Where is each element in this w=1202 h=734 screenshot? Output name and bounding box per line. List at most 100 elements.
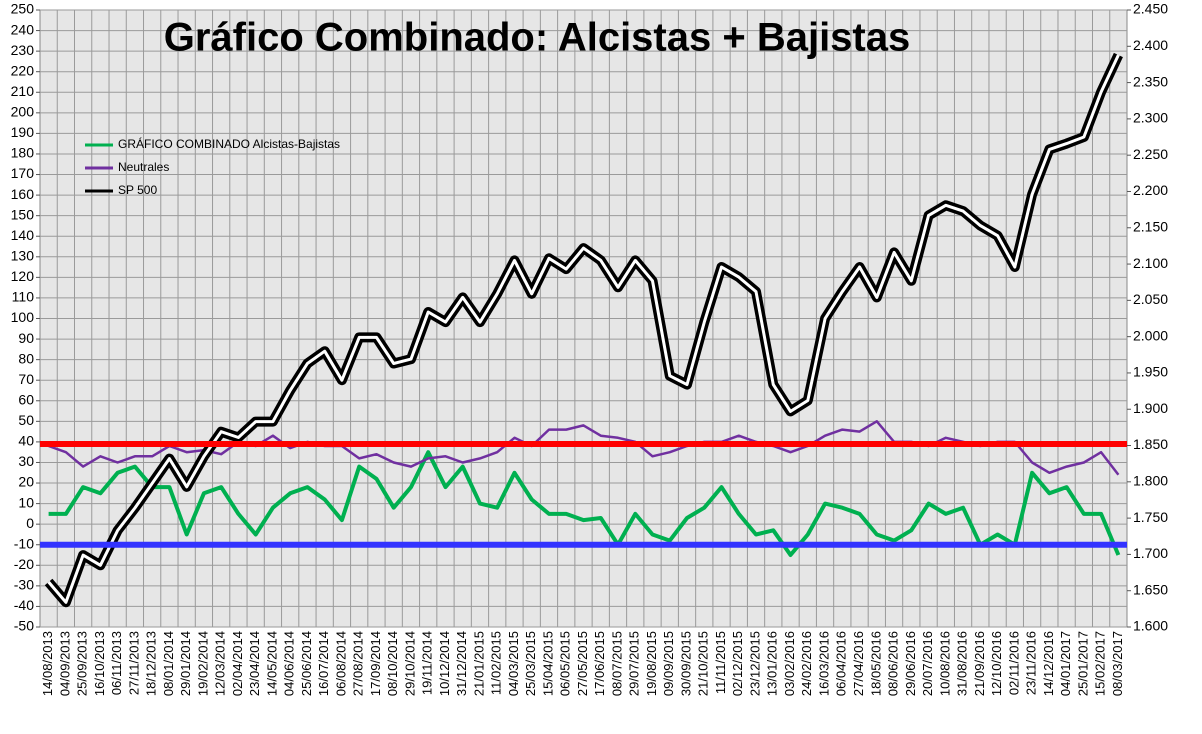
- x-tick-label: 14/05/2014: [264, 631, 279, 696]
- y2-tick-label: 2.250: [1133, 146, 1168, 162]
- x-tick-label: 31/12/2014: [454, 631, 469, 696]
- y-tick-label: 150: [11, 206, 35, 222]
- x-tick-label: 04/01/2017: [1058, 631, 1073, 696]
- y-tick-label: 70: [18, 371, 34, 387]
- y2-tick-label: 1.600: [1133, 618, 1168, 634]
- x-tick-label: 31/08/2016: [955, 631, 970, 696]
- y2-tick-label: 2.050: [1133, 291, 1168, 307]
- y2-tick-label: 1.900: [1133, 400, 1168, 416]
- y-tick-label: 0: [26, 515, 34, 531]
- y-tick-label: -20: [14, 556, 34, 572]
- x-tick-label: 11/11/2015: [713, 631, 728, 694]
- y2-tick-label: 1.800: [1133, 473, 1168, 489]
- x-tick-label: 30/09/2015: [678, 631, 693, 696]
- x-tick-label: 27/11/2013: [126, 631, 141, 695]
- y2-tick-label: 2.300: [1133, 110, 1168, 126]
- x-tick-label: 29/06/2016: [903, 631, 918, 696]
- y2-tick-label: 2.000: [1133, 327, 1168, 343]
- y2-tick-label: 1.850: [1133, 436, 1168, 452]
- x-tick-label: 08/07/2015: [609, 631, 624, 696]
- y-tick-label: 140: [11, 227, 35, 243]
- y-tick-label: -30: [14, 577, 34, 593]
- x-tick-label: 19/11/2014: [420, 631, 435, 695]
- y-tick-label: 220: [11, 62, 35, 78]
- y-tick-label: 80: [18, 350, 34, 366]
- x-tick-label: 13/01/2016: [765, 631, 780, 696]
- x-tick-label: 03/02/2016: [782, 631, 797, 696]
- x-tick-label: 10/12/2014: [437, 631, 452, 696]
- y2-tick-label: 2.400: [1133, 37, 1168, 53]
- x-tick-label: 04/09/2013: [57, 631, 72, 696]
- x-tick-label: 27/05/2015: [575, 631, 590, 696]
- y-tick-label: 210: [11, 83, 35, 99]
- x-tick-label: 29/10/2014: [402, 631, 417, 696]
- y-tick-label: 190: [11, 124, 35, 140]
- x-tick-label: 04/06/2014: [282, 631, 297, 696]
- x-tick-label: 12/03/2014: [213, 631, 228, 696]
- y-tick-label: 130: [11, 248, 35, 264]
- x-tick-label: 17/06/2015: [592, 631, 607, 696]
- x-tick-label: 21/01/2015: [471, 631, 486, 696]
- y-tick-label: -10: [14, 535, 34, 551]
- x-tick-label: 17/09/2014: [368, 631, 383, 696]
- legend-label: SP 500: [118, 183, 157, 197]
- x-tick-label: 18/12/2013: [144, 631, 159, 696]
- series-line: [48, 450, 1121, 557]
- x-tick-label: 25/01/2017: [1075, 631, 1090, 696]
- y-tick-label: 240: [11, 21, 35, 37]
- x-tick-label: 10/08/2016: [937, 631, 952, 696]
- y2-tick-label: 1.650: [1133, 581, 1168, 597]
- y2-tick-label: 1.750: [1133, 509, 1168, 525]
- x-tick-label: 18/05/2016: [868, 631, 883, 696]
- x-tick-label: 23/11/2016: [1024, 631, 1039, 695]
- x-tick-label: 27/04/2016: [851, 631, 866, 696]
- y2-tick-label: 2.200: [1133, 182, 1168, 198]
- x-tick-label: 16/03/2016: [816, 631, 831, 696]
- y-tick-label: 200: [11, 104, 35, 120]
- x-tick-label: 25/09/2013: [75, 631, 90, 696]
- x-tick-label: 12/10/2016: [989, 631, 1004, 696]
- x-tick-label: 25/03/2015: [523, 631, 538, 696]
- grid: [40, 9, 1127, 628]
- x-tick-label: 08/06/2016: [886, 631, 901, 696]
- series-line: [48, 420, 1120, 476]
- y-tick-label: 170: [11, 165, 35, 181]
- y-tick-label: 120: [11, 268, 35, 284]
- x-tick-label: 29/01/2014: [178, 631, 193, 696]
- x-tick-label: 06/08/2014: [333, 631, 348, 696]
- x-tick-label: 08/03/2017: [1110, 631, 1125, 696]
- x-tick-label: 23/12/2015: [747, 631, 762, 696]
- x-tick-label: 21/10/2015: [696, 631, 711, 696]
- x-tick-label: 27/08/2014: [351, 631, 366, 696]
- y-tick-label: -40: [14, 597, 34, 613]
- y-tick-label: 100: [11, 309, 35, 325]
- x-tick-label: 21/09/2016: [972, 631, 987, 696]
- y-tick-label: 250: [11, 1, 35, 17]
- y-tick-label: 90: [18, 330, 34, 346]
- y2-tick-label: 1.700: [1133, 545, 1168, 561]
- y2-tick-label: 2.450: [1133, 1, 1168, 17]
- x-tick-label: 20/07/2016: [920, 631, 935, 696]
- y-tick-label: 20: [18, 474, 34, 490]
- y-tick-label: 60: [18, 391, 34, 407]
- x-tick-label: 04/03/2015: [506, 631, 521, 696]
- x-tick-label: 09/09/2015: [661, 631, 676, 696]
- x-tick-label: 15/02/2017: [1093, 631, 1108, 696]
- y2-tick-label: 2.100: [1133, 255, 1168, 271]
- x-tick-label: 25/06/2014: [299, 631, 314, 696]
- x-tick-label: 02/11/2016: [1006, 631, 1021, 695]
- y-tick-label: 160: [11, 186, 35, 202]
- marks: [40, 52, 1127, 608]
- chart-title: Gráfico Combinado: Alcistas + Bajistas: [164, 16, 911, 60]
- x-tick-label: 06/11/2013: [109, 631, 124, 695]
- legend-label: GRÁFICO COMBINADO Alcistas-Bajistas: [118, 136, 340, 151]
- series-line-inner: [47, 54, 1120, 604]
- x-tick-label: 06/04/2016: [834, 631, 849, 696]
- x-tick-label: 16/10/2013: [92, 631, 107, 696]
- x-tick-label: 23/04/2014: [247, 631, 262, 696]
- legend-label: Neutrales: [118, 160, 169, 174]
- x-tick-label: 16/07/2014: [316, 631, 331, 696]
- x-tick-label: 19/02/2014: [195, 631, 210, 696]
- x-tick-label: 06/05/2015: [558, 631, 573, 696]
